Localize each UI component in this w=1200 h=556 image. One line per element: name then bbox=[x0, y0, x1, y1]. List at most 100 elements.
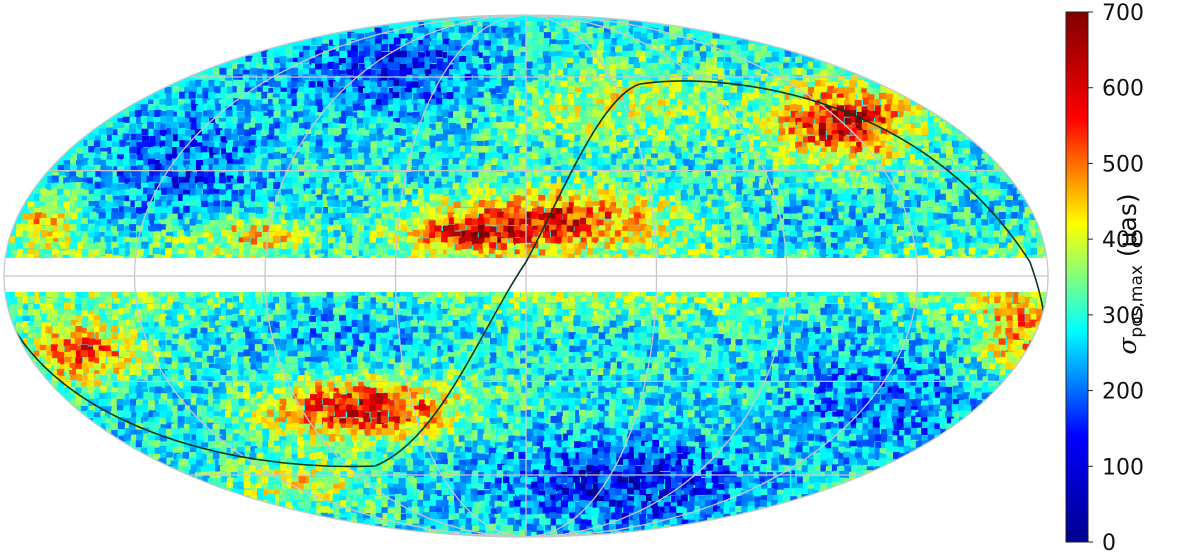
sky-pixel bbox=[988, 206, 996, 214]
sky-pixel bbox=[802, 142, 810, 150]
sky-pixel bbox=[969, 229, 977, 237]
sky-pixel bbox=[350, 32, 358, 40]
sky-pixel bbox=[848, 212, 856, 220]
sky-pixel bbox=[653, 93, 661, 101]
sky-pixel bbox=[88, 201, 96, 208]
sky-pixel bbox=[801, 82, 809, 90]
sky-pixel bbox=[917, 225, 925, 233]
sky-pixel bbox=[939, 177, 947, 185]
sky-pixel bbox=[538, 99, 546, 106]
sky-pixel bbox=[538, 116, 546, 124]
sky-pixel bbox=[923, 177, 931, 185]
sky-pixel bbox=[651, 189, 658, 197]
sky-pixel bbox=[807, 200, 815, 208]
sky-pixel bbox=[748, 236, 756, 244]
sky-pixel bbox=[604, 38, 612, 46]
sky-pixel bbox=[676, 111, 684, 119]
sky-pixel bbox=[46, 190, 54, 198]
sky-pixel bbox=[436, 206, 444, 214]
sky-pixel bbox=[771, 225, 779, 233]
sky-pixel bbox=[496, 116, 504, 124]
sky-pixel bbox=[514, 153, 522, 161]
sky-pixel bbox=[622, 219, 630, 227]
sky-pixel bbox=[927, 211, 935, 219]
sky-pixel bbox=[388, 104, 396, 112]
sky-pixel bbox=[430, 147, 438, 155]
sky-pixel bbox=[314, 93, 322, 101]
sky-pixel bbox=[514, 46, 522, 54]
sky-pixel bbox=[514, 184, 522, 192]
sky-pixel bbox=[275, 75, 283, 83]
sky-pixel bbox=[473, 79, 481, 87]
sky-pixel bbox=[766, 117, 774, 125]
sky-pixel bbox=[393, 118, 401, 125]
sky-pixel bbox=[680, 165, 688, 173]
sky-pixel bbox=[435, 80, 443, 88]
sky-pixel bbox=[831, 182, 839, 190]
sky-pixel bbox=[539, 158, 547, 166]
sky-pixel bbox=[609, 145, 617, 153]
sky-pixel bbox=[435, 231, 442, 239]
sky-pixel bbox=[820, 109, 828, 117]
sky-pixel bbox=[604, 158, 612, 165]
sky-pixel bbox=[723, 219, 731, 227]
sky-pixel bbox=[736, 92, 744, 100]
sky-pixel bbox=[766, 133, 774, 141]
sky-pixel bbox=[598, 230, 606, 238]
sky-pixel bbox=[803, 206, 811, 213]
sky-pixel bbox=[291, 136, 299, 144]
sky-pixel bbox=[89, 211, 97, 219]
sky-pixel bbox=[183, 182, 191, 190]
sky-pixel bbox=[443, 129, 450, 137]
sky-pixel bbox=[326, 97, 334, 105]
sky-pixel bbox=[628, 128, 636, 135]
sky-pixel bbox=[873, 110, 881, 118]
sky-pixel bbox=[951, 201, 959, 208]
sky-pixel bbox=[153, 94, 161, 102]
sky-pixel bbox=[275, 194, 283, 202]
sky-pixel bbox=[578, 140, 586, 148]
sky-pixel bbox=[628, 75, 636, 83]
sky-pixel bbox=[555, 213, 563, 221]
sky-pixel bbox=[130, 177, 137, 185]
sky-pixel bbox=[585, 175, 593, 183]
sky-pixel bbox=[563, 63, 570, 71]
sky-pixel bbox=[532, 92, 540, 100]
sky-pixel bbox=[934, 189, 942, 197]
sky-pixel bbox=[741, 159, 749, 167]
sky-pixel bbox=[796, 187, 804, 195]
sky-pixel bbox=[837, 170, 845, 178]
sky-pixel bbox=[867, 152, 874, 160]
sky-pixel bbox=[105, 176, 113, 184]
sky-pixel bbox=[905, 231, 912, 239]
sky-pixel bbox=[634, 93, 642, 101]
sky-pixel bbox=[382, 129, 390, 137]
sky-pixel bbox=[50, 241, 58, 249]
sky-pixel bbox=[837, 230, 845, 237]
sky-pixel bbox=[928, 142, 936, 150]
sky-pixel bbox=[545, 208, 553, 216]
sky-pixel bbox=[332, 62, 340, 70]
sky-pixel bbox=[873, 135, 881, 143]
sky-pixel bbox=[159, 130, 167, 137]
sky-pixel bbox=[524, 57, 532, 65]
sky-pixel bbox=[220, 136, 228, 144]
sky-pixel bbox=[938, 199, 946, 207]
sky-pixel bbox=[568, 20, 576, 28]
sky-pixel bbox=[334, 213, 342, 220]
sky-pixel bbox=[531, 182, 538, 190]
sky-pixel bbox=[334, 153, 342, 161]
sky-pixel bbox=[694, 100, 702, 108]
sky-pixel bbox=[460, 134, 468, 142]
sky-pixel bbox=[819, 105, 827, 113]
sky-pixel bbox=[676, 212, 684, 220]
sky-pixel bbox=[507, 172, 515, 180]
sky-pixel bbox=[242, 74, 250, 82]
sky-pixel bbox=[82, 206, 90, 214]
sky-pixel bbox=[820, 237, 828, 245]
sky-pixel bbox=[63, 177, 71, 185]
sky-pixel bbox=[933, 212, 941, 220]
sky-pixel bbox=[489, 104, 497, 112]
sky-pixel bbox=[382, 188, 390, 196]
sky-pixel bbox=[166, 194, 174, 202]
